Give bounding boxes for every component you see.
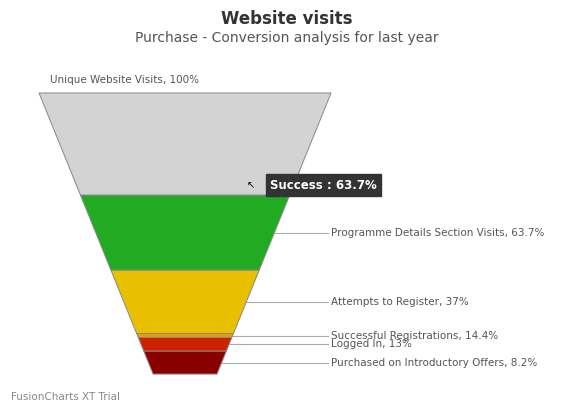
Polygon shape (80, 195, 290, 270)
Text: Logged In, 13%: Logged In, 13% (331, 339, 412, 349)
Text: ↖: ↖ (247, 180, 255, 190)
Text: Programme Details Section Visits, 63.7%: Programme Details Section Visits, 63.7% (331, 228, 545, 237)
Text: Purchase - Conversion analysis for last year: Purchase - Conversion analysis for last … (135, 31, 439, 44)
Polygon shape (39, 93, 331, 195)
Text: Successful Registrations, 14.4%: Successful Registrations, 14.4% (331, 330, 498, 341)
Polygon shape (144, 351, 226, 374)
Polygon shape (138, 337, 232, 351)
Text: Success : 63.7%: Success : 63.7% (270, 179, 377, 192)
Text: Attempts to Register, 37%: Attempts to Register, 37% (331, 297, 469, 307)
Text: Purchased on Introductory Offers, 8.2%: Purchased on Introductory Offers, 8.2% (331, 357, 537, 368)
Text: FusionCharts XT Trial: FusionCharts XT Trial (11, 392, 121, 402)
Text: Unique Website Visits, 100%: Unique Website Visits, 100% (50, 75, 199, 84)
Polygon shape (111, 270, 259, 334)
Text: Website visits: Website visits (221, 10, 353, 28)
Polygon shape (137, 334, 234, 337)
